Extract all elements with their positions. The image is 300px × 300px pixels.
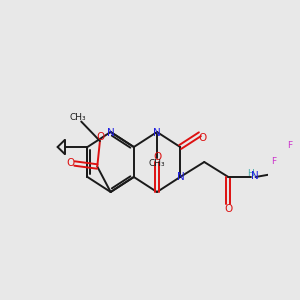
Text: O: O: [153, 152, 161, 162]
Text: O: O: [66, 158, 74, 169]
Text: N: N: [107, 128, 115, 138]
Text: F: F: [271, 157, 276, 166]
Text: CH₃: CH₃: [149, 159, 165, 168]
Text: O: O: [224, 204, 232, 214]
Text: CH₃: CH₃: [69, 113, 86, 122]
Text: N: N: [251, 171, 259, 181]
Text: F: F: [299, 157, 300, 166]
Text: N: N: [177, 172, 185, 182]
Text: O: O: [198, 133, 207, 143]
Text: O: O: [97, 132, 105, 142]
Text: F: F: [287, 141, 292, 150]
Text: H: H: [247, 169, 253, 178]
Text: N: N: [153, 128, 161, 138]
